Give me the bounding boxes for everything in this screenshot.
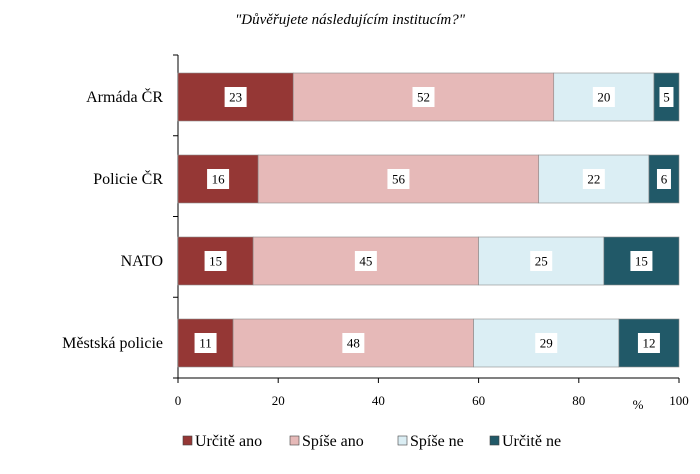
- legend: Určitě ano Spíše ano Spíše ne Určitě ne: [182, 433, 561, 450]
- category-label: NATO: [121, 253, 163, 270]
- data-label-box: [592, 87, 615, 107]
- data-label-box: [342, 333, 365, 353]
- legend-swatch: [397, 435, 408, 446]
- legend-label: Určitě ano: [195, 433, 262, 450]
- legend-swatch: [289, 435, 300, 446]
- legend-label: Určitě ne: [502, 433, 561, 450]
- x-tick-label: 20: [272, 393, 285, 408]
- x-unit-label: %: [633, 397, 644, 412]
- category-label: Armáda ČR: [86, 87, 163, 106]
- data-label-box: [387, 169, 410, 189]
- data-label-box: [659, 87, 674, 107]
- data-label: 11: [199, 336, 212, 351]
- bar-segment: [232, 318, 474, 368]
- data-label-box: [354, 251, 377, 271]
- legend-label: Spíše ano: [302, 433, 364, 450]
- data-label-box: [194, 333, 217, 353]
- data-label: 48: [347, 336, 360, 351]
- data-label: 6: [661, 172, 668, 187]
- data-label: 56: [392, 172, 406, 187]
- x-tick-label: 60: [472, 393, 485, 408]
- data-label: 20: [597, 90, 610, 105]
- data-label: 29: [540, 336, 553, 351]
- data-label-box: [656, 169, 671, 189]
- x-tick-label: 100: [669, 393, 689, 408]
- data-label: 25: [535, 254, 548, 269]
- x-tick-label: 0: [175, 393, 182, 408]
- legend-label: Spíše ne: [410, 433, 464, 450]
- data-label-box: [207, 169, 230, 189]
- data-label-box: [204, 251, 227, 271]
- x-tick-label: 40: [372, 393, 385, 408]
- data-label: 12: [642, 336, 655, 351]
- data-label-box: [637, 333, 660, 353]
- data-label-box: [630, 251, 653, 271]
- data-label-box: [582, 169, 605, 189]
- category-label: Městská policie: [62, 335, 163, 352]
- data-label: 15: [635, 254, 648, 269]
- data-label: 16: [212, 172, 226, 187]
- x-tick-label: 80: [572, 393, 585, 408]
- data-label: 5: [663, 90, 670, 105]
- data-label-box: [224, 87, 247, 107]
- category-label: Policie ČR: [93, 169, 163, 188]
- data-label: 15: [209, 254, 222, 269]
- data-label-box: [412, 87, 435, 107]
- chart-title: "Důvěřujete následujícím institucím?": [235, 12, 466, 28]
- data-label: 23: [229, 90, 242, 105]
- data-label-box: [530, 251, 553, 271]
- legend-swatch: [182, 435, 193, 446]
- plot-area: 0 20 40 60 80 100% Armáda ČR 23 52 20 5 Policie ČR 1…: [62, 54, 689, 412]
- data-label: 52: [417, 90, 430, 105]
- data-label: 45: [359, 254, 372, 269]
- legend-swatch: [489, 435, 500, 446]
- data-label: 22: [587, 172, 600, 187]
- data-label-box: [535, 333, 558, 353]
